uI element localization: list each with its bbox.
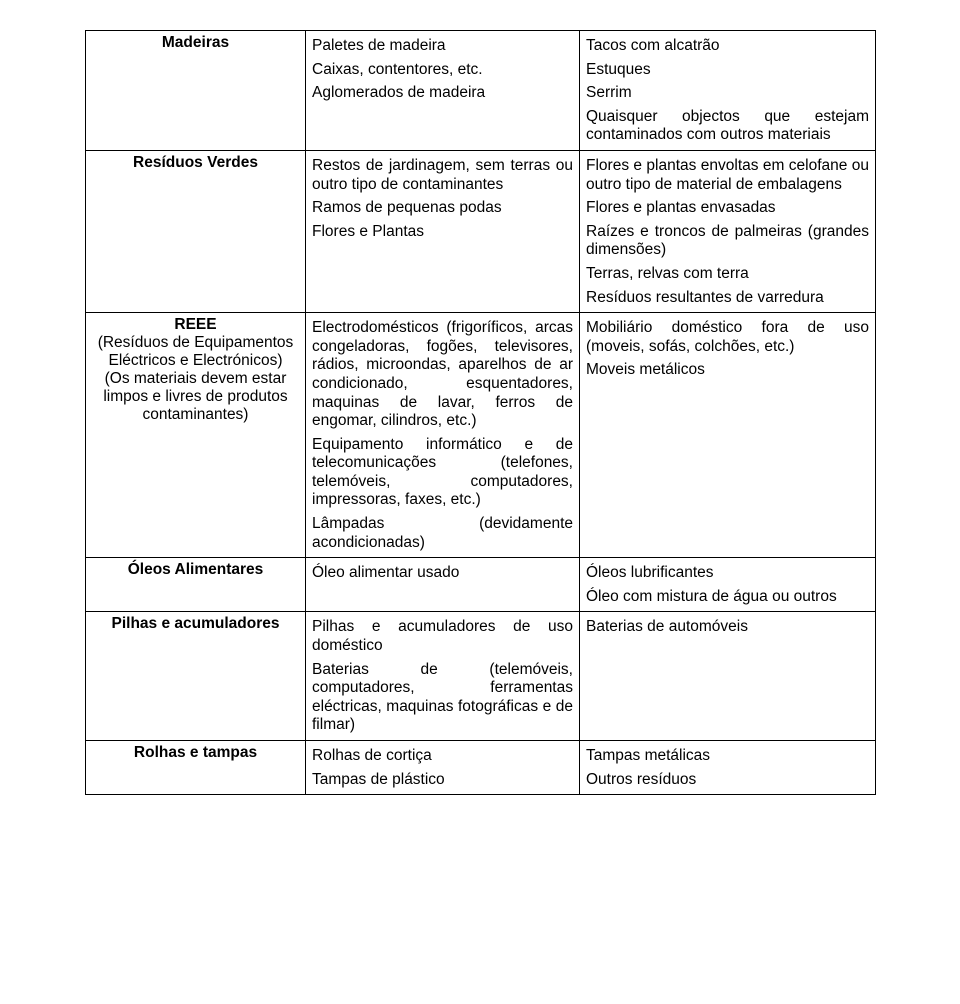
- rejected-cell-line: Raízes e troncos de palmeiras (grandes d…: [586, 223, 869, 260]
- table-row: REEE(Resíduos de Equipamentos Eléctricos…: [86, 313, 876, 558]
- rejected-cell-line: Resíduos resultantes de varredura: [586, 289, 869, 308]
- table-row: Óleos Alimentares Óleo alimentar usado Óle…: [86, 558, 876, 612]
- table-row: Rolhas e tampas Rolhas de cortiça Tampas d…: [86, 741, 876, 795]
- rejected-cell-line: Moveis metálicos: [586, 361, 869, 380]
- rejected-cell-line: Tacos com alcatrão: [586, 37, 869, 56]
- rejected-cell-line: Baterias de automóveis: [586, 618, 869, 637]
- rejected-cell-line: Óleos lubrificantes: [586, 564, 869, 583]
- accepted-cell-line: Rolhas de cortiça: [312, 747, 573, 766]
- rejected-cell: Flores e plantas envoltas em celofane ou…: [580, 150, 876, 312]
- accepted-cell: Restos de jardinagem, sem terras ou outr…: [306, 150, 580, 312]
- rejected-cell: Tampas metálicas Outros resíduos: [580, 741, 876, 795]
- rejected-cell-line: Outros resíduos: [586, 771, 869, 790]
- rejected-cell-line: Tampas metálicas: [586, 747, 869, 766]
- category-cell: Resíduos Verdes: [86, 150, 306, 312]
- category-cell: REEE(Resíduos de Equipamentos Eléctricos…: [86, 313, 306, 558]
- accepted-cell: Rolhas de cortiça Tampas de plástico: [306, 741, 580, 795]
- category-cell: Madeiras: [86, 31, 306, 151]
- table-row: Madeiras Paletes de madeira Caixas, conten…: [86, 31, 876, 151]
- accepted-cell-line: Ramos de pequenas podas: [312, 199, 573, 218]
- accepted-cell-line: Tampas de plástico: [312, 771, 573, 790]
- rejected-cell-line: Óleo com mistura de água ou outros: [586, 588, 869, 607]
- rejected-cell: Óleos lubrificantes Óleo com mistura de á…: [580, 558, 876, 612]
- accepted-cell: Pilhas e acumuladores de uso doméstico Ba…: [306, 612, 580, 741]
- rejected-cell: Baterias de automóveis: [580, 612, 876, 741]
- rejected-cell-line: Quaisquer objectos que estejam contamina…: [586, 108, 869, 145]
- accepted-cell-line: Flores e Plantas: [312, 223, 573, 242]
- rejected-cell: Mobiliário doméstico fora de uso (moveis…: [580, 313, 876, 558]
- category-cell: Rolhas e tampas: [86, 741, 306, 795]
- accepted-cell-line: Electrodomésticos (frigoríficos, arcas c…: [312, 319, 573, 431]
- category-cell: Pilhas e acumuladores: [86, 612, 306, 741]
- rejected-cell-line: Terras, relvas com terra: [586, 265, 869, 284]
- accepted-cell-line: Paletes de madeira: [312, 37, 573, 56]
- accepted-cell-line: Pilhas e acumuladores de uso doméstico: [312, 618, 573, 655]
- rejected-cell-line: Flores e plantas envoltas em celofane ou…: [586, 157, 869, 194]
- accepted-cell-line: Caixas, contentores, etc.: [312, 61, 573, 80]
- rejected-cell-line: Mobiliário doméstico fora de uso (moveis…: [586, 319, 869, 356]
- residuos-table: Madeiras Paletes de madeira Caixas, conten…: [85, 30, 876, 795]
- accepted-cell-line: Óleo alimentar usado: [312, 564, 573, 583]
- rejected-cell: Tacos com alcatrão Estuques Serrim Quaisque…: [580, 31, 876, 151]
- accepted-cell: Paletes de madeira Caixas, contentores, e…: [306, 31, 580, 151]
- accepted-cell-line: Baterias de (telemóveis, computadores, f…: [312, 661, 573, 735]
- accepted-cell: Electrodomésticos (frigoríficos, arcas c…: [306, 313, 580, 558]
- table-row: Resíduos VerdesRestos de jardinagem, sem…: [86, 150, 876, 312]
- table-row: Pilhas e acumuladoresPilhas e acumulador…: [86, 612, 876, 741]
- accepted-cell: Óleo alimentar usado: [306, 558, 580, 612]
- accepted-cell-line: Restos de jardinagem, sem terras ou outr…: [312, 157, 573, 194]
- rejected-cell-line: Estuques: [586, 61, 869, 80]
- category-cell: Óleos Alimentares: [86, 558, 306, 612]
- accepted-cell-line: Aglomerados de madeira: [312, 84, 573, 103]
- accepted-cell-line: Lâmpadas (devidamente acondicionadas): [312, 515, 573, 552]
- rejected-cell-line: Serrim: [586, 84, 869, 103]
- accepted-cell-line: Equipamento informático e de telecomunic…: [312, 436, 573, 510]
- rejected-cell-line: Flores e plantas envasadas: [586, 199, 869, 218]
